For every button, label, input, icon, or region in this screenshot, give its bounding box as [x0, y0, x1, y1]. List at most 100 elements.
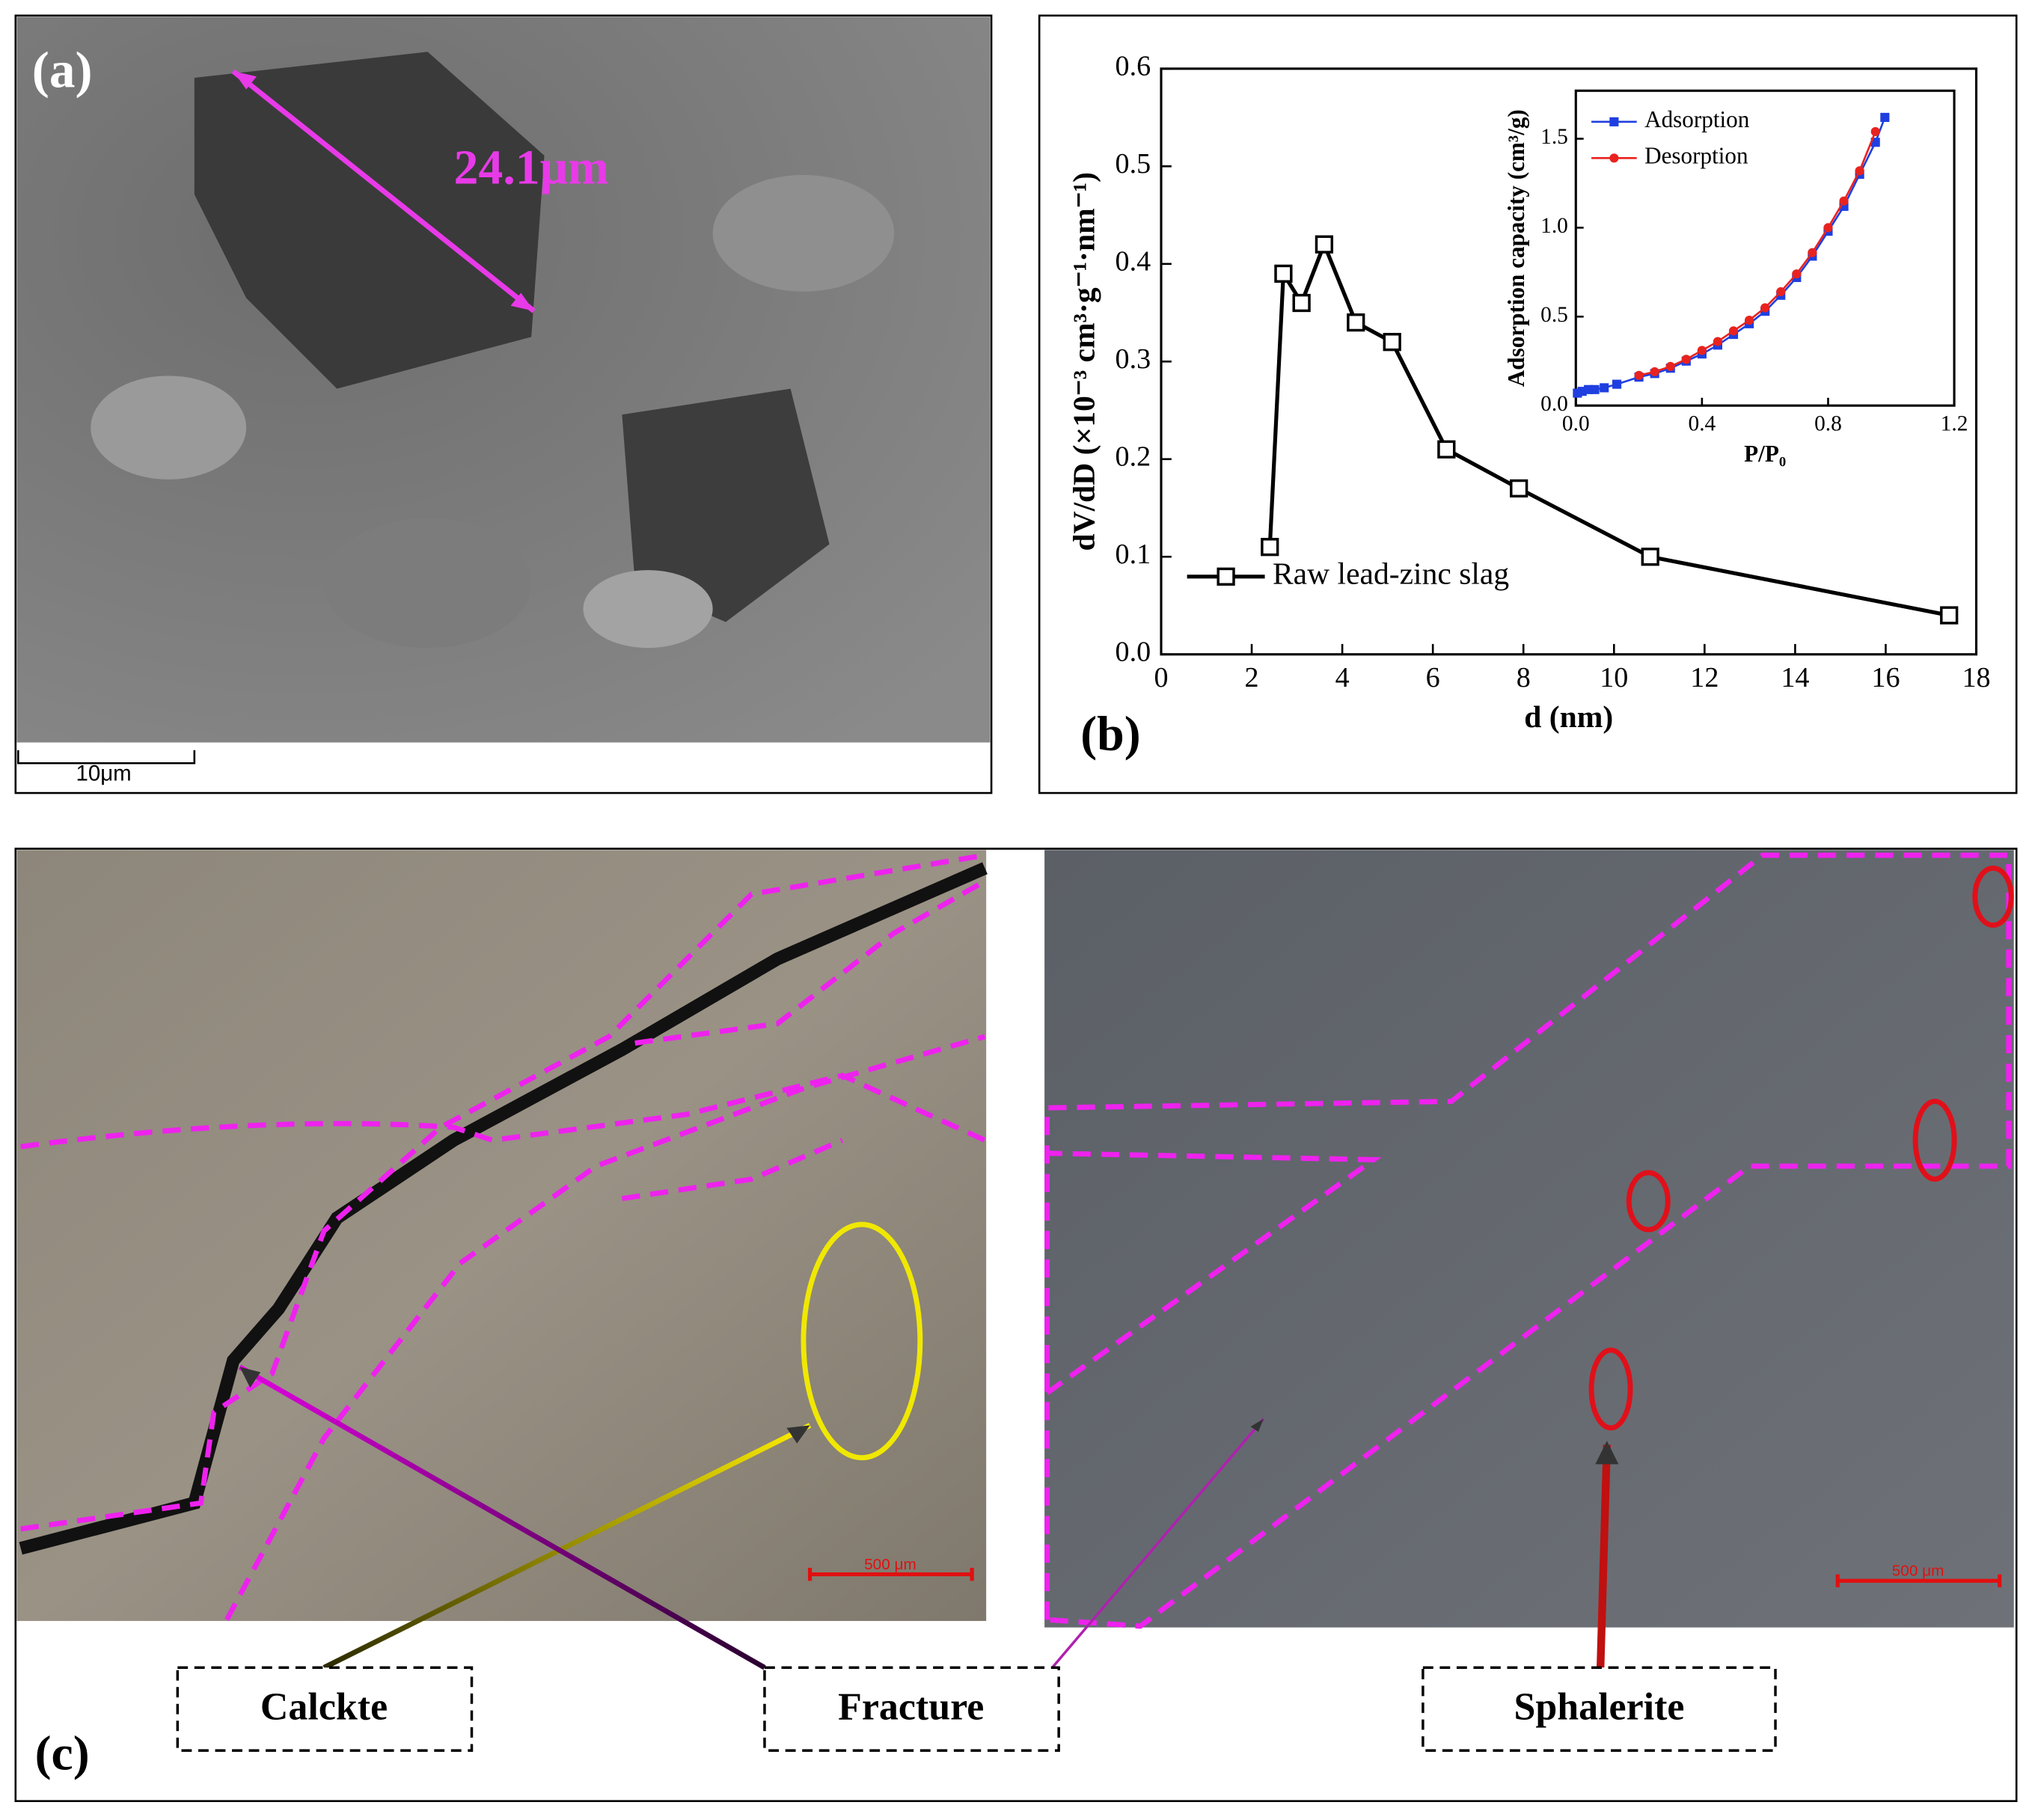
sphalerite-marker	[1588, 865, 2014, 1431]
x-tick-label: 8	[1517, 662, 1531, 693]
reflected-light-image	[1044, 850, 2014, 1628]
x-axis-label: P/P₀	[1744, 441, 1786, 467]
x-axis-label: d (nm)	[1524, 699, 1613, 735]
legend-marker	[1217, 567, 1235, 586]
marker	[1347, 313, 1365, 332]
callout-box	[176, 1666, 1777, 1752]
marker	[1808, 248, 1817, 257]
marker	[1612, 379, 1622, 389]
x-tick-label: 2	[1245, 662, 1259, 693]
x-tick-label: 10	[1600, 662, 1628, 693]
panel-label: (a)	[32, 40, 93, 98]
marker	[1634, 370, 1644, 380]
marker	[1510, 479, 1528, 498]
legend-label: Raw lead-zinc slag	[1273, 556, 1509, 590]
marker	[1760, 303, 1770, 313]
callout-label: Sphalerite	[1514, 1685, 1684, 1728]
scale-label: 500 μm	[1892, 1563, 1944, 1580]
y-tick-label: 0.5	[1116, 148, 1151, 180]
grain	[712, 174, 895, 292]
marker	[1261, 538, 1279, 557]
pointer	[1051, 1418, 1265, 1669]
marker	[1697, 346, 1707, 355]
y-tick-label: 1.5	[1540, 125, 1568, 149]
legend-marker	[1609, 117, 1619, 126]
marker	[1292, 293, 1311, 313]
measure-label: 24.1μm	[454, 141, 609, 195]
charts: 0 2 4 6 8 10 12 14 16 18 0.0 0.1 0.2 0.3 0.4 0.5 0.6 d (n…	[1066, 51, 1990, 735]
y-tick-label: 0.1	[1116, 539, 1151, 570]
grain	[583, 570, 713, 649]
marker	[1590, 384, 1600, 394]
grain	[91, 376, 247, 479]
y-tick-label: 0.0	[1116, 636, 1151, 667]
marker	[1383, 333, 1401, 352]
panel-label: (b)	[1080, 706, 1140, 761]
marker	[1745, 315, 1754, 325]
pore	[622, 388, 830, 622]
marker	[1940, 606, 1959, 625]
y-tick-label: 0.2	[1116, 441, 1151, 473]
scale-label: 500 μm	[864, 1556, 916, 1573]
x-tick-label: 0.4	[1688, 411, 1716, 435]
measure-arrow	[231, 69, 536, 313]
y-tick-label: 0.5	[1540, 303, 1568, 327]
series-line	[1267, 239, 1950, 618]
y-axis-label: Adsorption capacity (cm³/g)	[1503, 109, 1529, 387]
marker	[1600, 383, 1609, 393]
marker	[1870, 138, 1880, 147]
pointer	[322, 1423, 812, 1670]
legend-label: Desorption	[1644, 142, 1748, 168]
y-tick-label: 0.6	[1116, 51, 1151, 82]
marker	[1870, 126, 1880, 137]
series-line	[1638, 131, 1876, 377]
x-tick-label: 6	[1426, 662, 1440, 693]
panel-a: 24.1μm (a) 10μm	[14, 14, 993, 794]
legend-marker	[1609, 153, 1619, 163]
calcite-marker	[801, 1222, 923, 1461]
scale-bar	[807, 1567, 974, 1581]
marker	[1274, 264, 1293, 283]
chart: 0.0 0.4 0.8 1.2 0.0 0.5 1.0 1.5 P/P₀ Adsorption c…	[1503, 89, 1968, 467]
callout-label: Calckte	[260, 1685, 388, 1728]
x-tick-label: 0.0	[1562, 411, 1590, 435]
callout-label: Fracture	[838, 1685, 984, 1728]
marker	[1728, 326, 1739, 336]
marker	[1315, 235, 1334, 254]
marker	[1641, 548, 1659, 566]
plot-frame	[1574, 89, 1956, 407]
legend-label: Adsorption	[1644, 106, 1750, 132]
x-tick-label: 12	[1690, 662, 1719, 693]
marker	[1665, 361, 1675, 371]
scale-label: 10μm	[76, 762, 131, 786]
marker	[1650, 367, 1659, 377]
scale-bar	[1835, 1574, 2002, 1587]
marker	[1839, 196, 1849, 206]
dashed-outline	[20, 852, 2012, 1629]
x-tick-label: 1.2	[1941, 411, 1968, 435]
marker	[1880, 112, 1890, 122]
marker	[1776, 287, 1786, 297]
x-tick-label: 16	[1871, 662, 1900, 693]
panel-label: (c)	[35, 1726, 90, 1781]
y-tick-label: 0.4	[1116, 246, 1151, 278]
pointer	[238, 1364, 766, 1670]
y-axis-label: dV/dD (×10⁻³ cm³·g⁻¹·nm⁻¹)	[1066, 172, 1101, 551]
x-tick-label: 0	[1154, 662, 1168, 693]
x-tick-label: 0.8	[1814, 411, 1842, 435]
x-tick-label: 18	[1962, 662, 1990, 693]
marker	[1855, 166, 1864, 176]
x-tick-label: 4	[1335, 662, 1350, 693]
transmitted-light-image	[16, 850, 987, 1621]
x-tick-label: 14	[1781, 662, 1809, 693]
y-tick-label: 1.0	[1540, 214, 1568, 238]
scale-bar	[16, 750, 196, 765]
grain	[324, 518, 532, 649]
marker	[1792, 269, 1802, 279]
marker	[1437, 440, 1456, 459]
marker	[1681, 355, 1691, 364]
pointer	[1597, 1444, 1612, 1668]
pore	[194, 52, 545, 389]
